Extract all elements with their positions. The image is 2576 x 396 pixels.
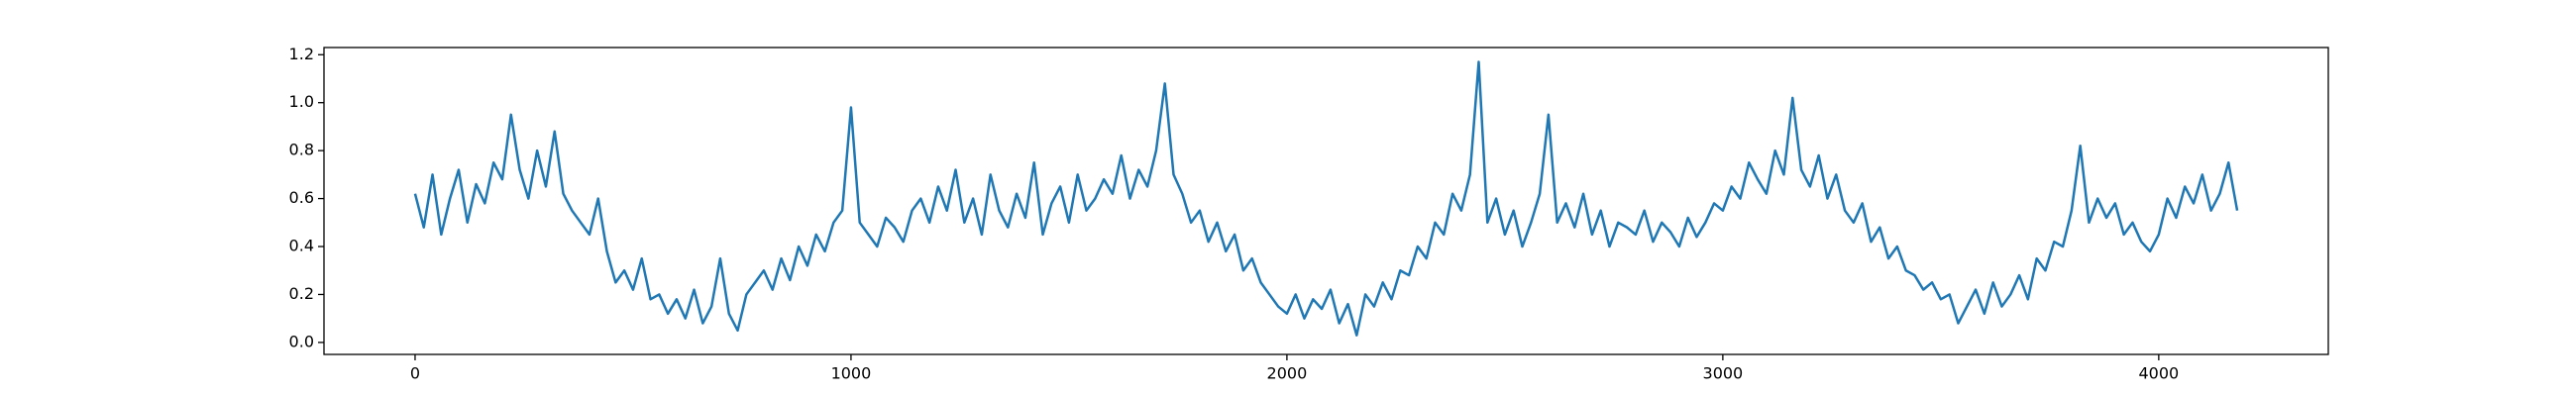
x-tick-label: 0 bbox=[410, 364, 420, 383]
y-tick-label: 0.2 bbox=[289, 284, 314, 303]
line bbox=[413, 60, 2239, 337]
y-tick-label: 0.4 bbox=[289, 237, 314, 255]
x-tick-label: 3000 bbox=[1703, 364, 1744, 383]
y-tick-label: 0.8 bbox=[289, 141, 314, 159]
x-tick-label: 2000 bbox=[1267, 364, 1308, 383]
y-tick-label: 0.6 bbox=[289, 188, 314, 207]
x-tick-label: 1000 bbox=[831, 364, 872, 383]
y-tick-label: 1.0 bbox=[289, 92, 314, 111]
y-tick-label: 1.2 bbox=[289, 45, 314, 63]
y-tick-label: 0.0 bbox=[289, 332, 314, 350]
x-tick-label: 4000 bbox=[2138, 364, 2179, 383]
axes-frame bbox=[323, 47, 2329, 355]
